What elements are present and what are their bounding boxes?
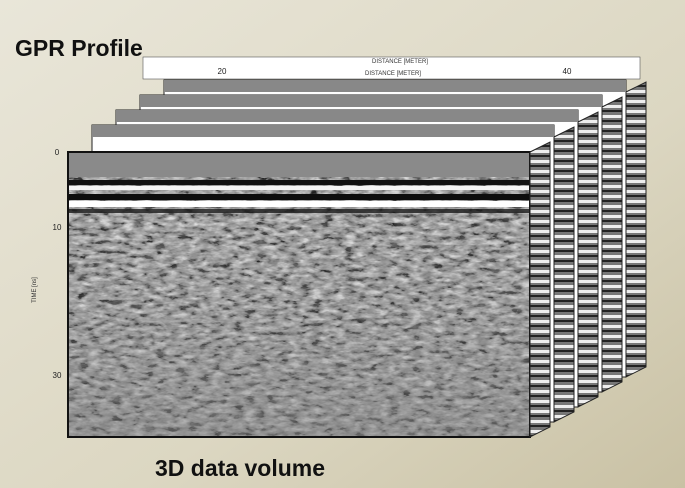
tick-label: 30 <box>53 371 62 380</box>
axis-label: TIME [ns] <box>32 277 38 303</box>
tick-label: 20 <box>218 67 227 76</box>
title: GPR Profile <box>15 35 143 61</box>
axis-label: DISTANCE [METER] <box>365 71 421 77</box>
caption: 3D data volume <box>155 455 325 481</box>
tick-label: 10 <box>53 223 62 232</box>
tick-label: 0 <box>55 148 60 157</box>
axis-strip <box>142 56 641 80</box>
tick-label: 40 <box>563 67 572 76</box>
axis-label: DISTANCE [METER] <box>372 59 428 65</box>
radargram <box>67 141 551 438</box>
